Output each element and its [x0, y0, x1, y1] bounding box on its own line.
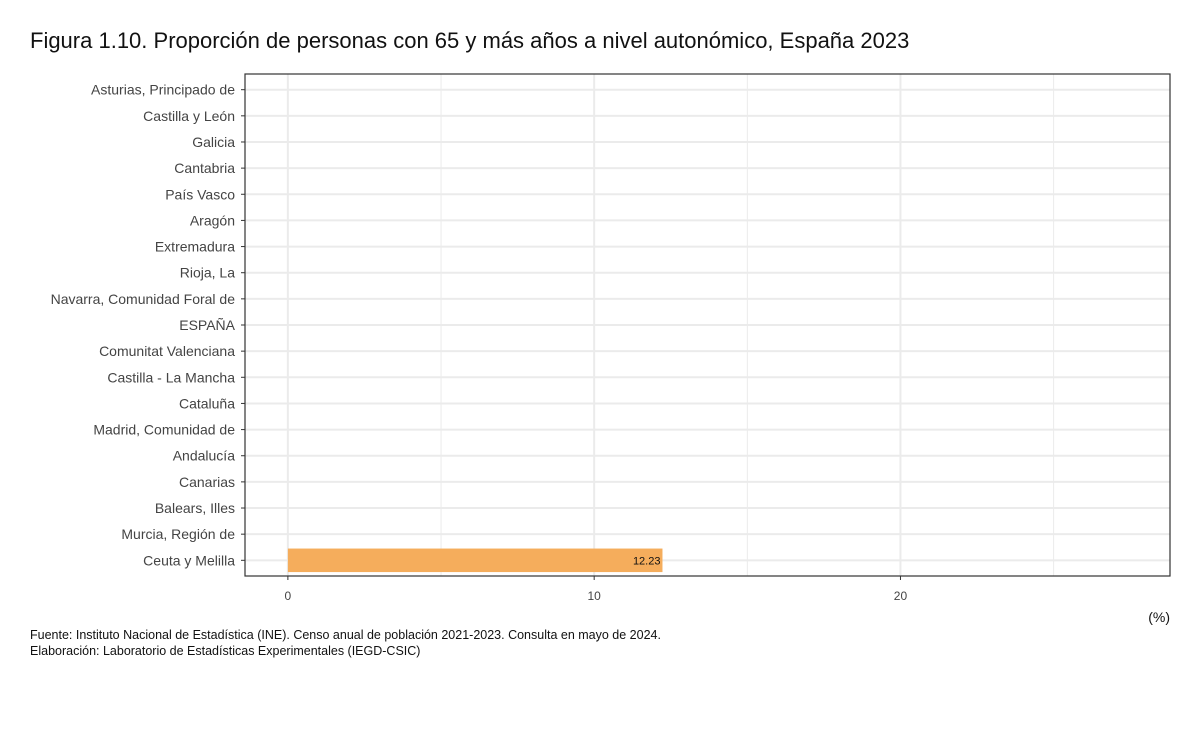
category-label: Castilla y León	[143, 108, 235, 124]
x-tick-label: 10	[587, 589, 601, 603]
category-label: Navarra, Comunidad Foral de	[51, 291, 236, 307]
category-label: Asturias, Principado de	[91, 82, 235, 98]
category-label: ESPAÑA	[179, 317, 235, 333]
chart-footer: Fuente: Instituto Nacional de Estadístic…	[30, 627, 661, 659]
category-label: Andalucía	[173, 448, 235, 464]
x-axis-unit: (%)	[1148, 609, 1170, 625]
category-label: Comunitat Valenciana	[99, 343, 235, 359]
bar-layer: 12.23	[287, 548, 663, 573]
x-tick-label: 20	[894, 589, 908, 603]
category-label: País Vasco	[165, 186, 235, 202]
category-label: Aragón	[190, 212, 235, 228]
category-label: Castilla - La Mancha	[107, 369, 235, 385]
category-label: Canarias	[179, 474, 235, 490]
category-label: Madrid, Comunidad de	[93, 422, 235, 438]
axis-layer: Asturias, Principado de Castilla y León Ga…	[51, 82, 908, 603]
bar	[287, 548, 663, 573]
chart-title: Figura 1.10. Proporción de personas con …	[30, 28, 910, 53]
category-label: Balears, Illes	[155, 500, 235, 516]
bar-value-label: 12.23	[633, 555, 661, 567]
category-label: Rioja, La	[180, 265, 235, 281]
category-label: Extremadura	[155, 239, 235, 255]
grid-layer	[245, 74, 1170, 576]
x-tick-label: 0	[285, 589, 292, 603]
credit-note: Elaboración: Laboratorio de Estadísticas…	[30, 644, 421, 658]
category-label: Ceuta y Melilla	[143, 552, 235, 568]
category-label: Galicia	[192, 134, 235, 150]
category-label: Cantabria	[174, 160, 235, 176]
category-label: Murcia, Región de	[121, 526, 235, 542]
category-label: Cataluña	[179, 395, 235, 411]
source-note: Fuente: Instituto Nacional de Estadístic…	[30, 628, 661, 642]
